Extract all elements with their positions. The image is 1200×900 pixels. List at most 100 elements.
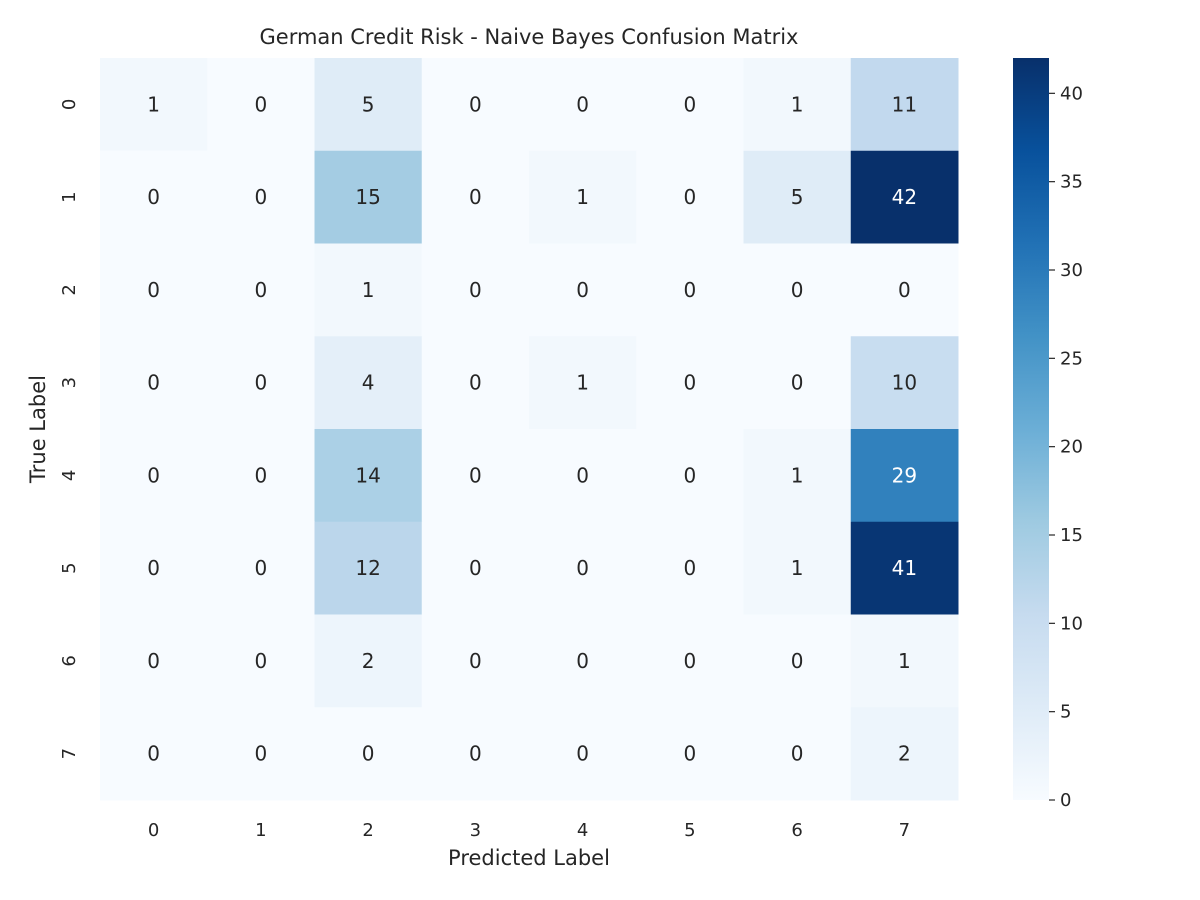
cell-value-label: 42 [892,185,917,209]
cell-value-label: 0 [255,742,268,766]
heatmap-cell [743,614,852,708]
x-tick-label: 2 [362,820,373,841]
heatmap-cell [636,707,744,801]
heatmap-cell [529,336,637,430]
heatmap-cell [636,336,744,430]
heatmap-cell [636,150,744,244]
heatmap-cell [421,243,530,337]
heatmap-cell [529,243,637,337]
cell-value-label: 10 [892,371,917,395]
colorbar-ticks: 0 5 10 15 20 25 30 35 40 [1049,83,1083,811]
heatmap-cell [100,614,208,708]
heatmap-cell [850,707,959,801]
y-tick-label: 1 [59,191,80,202]
heatmap-cell [529,521,637,615]
heatmap-cell [529,707,637,801]
x-axis-label: Predicted Label [448,846,610,870]
cell-value-label: 41 [892,556,917,580]
heatmap-cell [636,243,744,337]
chart-title: German Credit Risk - Naive Bayes Confusi… [260,25,799,49]
heatmap-cell [850,614,959,708]
cell-value-label: 0 [684,742,697,766]
heatmap-cell [743,58,852,152]
cell-value-label: 0 [255,92,268,116]
heatmap-cell [421,58,530,152]
heatmap-cell [314,614,423,708]
cell-value-label: 0 [898,278,911,302]
heatmap-cell [314,243,423,337]
colorbar-tick-label: 15 [1060,525,1083,546]
cell-value-label: 0 [684,556,697,580]
heatmap-cell [207,614,315,708]
heatmap-cell [743,243,852,337]
cell-value-label: 0 [469,556,482,580]
heatmap-cell [529,58,637,152]
cell-value-label: 0 [255,556,268,580]
heatmap-cell [850,58,959,152]
y-tick-label: 7 [59,748,80,759]
cell-value-label: 0 [791,649,804,673]
cell-value-label: 0 [147,185,160,209]
cell-value-label: 0 [469,742,482,766]
cell-value-label: 1 [791,92,804,116]
x-axis-ticks: 0 1 2 3 4 5 6 7 [148,820,910,841]
cell-value-label: 0 [469,371,482,395]
heatmap-cell [100,707,208,801]
cell-value-label: 0 [576,92,589,116]
colorbar-tick-label: 20 [1060,437,1083,458]
heatmap-cell [100,429,208,523]
cell-value-label: 0 [469,649,482,673]
colorbar [1013,58,1049,800]
heatmap-cell [207,429,315,523]
heatmap-cell [421,614,530,708]
x-tick-label: 6 [791,820,802,841]
cell-value-label: 0 [362,742,375,766]
cell-value-label: 0 [684,92,697,116]
cell-value-label: 0 [576,556,589,580]
cell-value-label: 0 [255,278,268,302]
cell-value-label: 0 [255,463,268,487]
cell-value-label: 0 [147,556,160,580]
cell-value-label: 0 [791,278,804,302]
cell-value-label: 0 [147,742,160,766]
cell-value-label: 1 [576,371,589,395]
heatmap-cells [100,58,959,801]
heatmap-cell [850,150,959,244]
cell-value-label: 15 [355,185,380,209]
heatmap-cell [314,336,423,430]
y-axis-ticks: 0 1 2 3 4 5 6 7 [59,99,80,760]
cell-value-label: 0 [255,649,268,673]
cell-value-label: 0 [576,742,589,766]
heatmap-cell [421,429,530,523]
heatmap-cell [636,521,744,615]
heatmap-cell [743,150,852,244]
x-tick-label: 5 [684,820,695,841]
cell-value-label: 0 [791,742,804,766]
cell-value-label: 0 [684,371,697,395]
cell-value-label: 0 [147,278,160,302]
cell-value-label: 0 [684,649,697,673]
heatmap-cell [529,614,637,708]
cell-value-label: 0 [469,92,482,116]
cell-value-label: 0 [255,371,268,395]
x-tick-label: 7 [899,820,910,841]
heatmap-cell [743,707,852,801]
colorbar-tick-label: 35 [1060,172,1083,193]
cell-value-label: 0 [576,278,589,302]
y-tick-label: 2 [59,284,80,295]
x-tick-label: 0 [148,820,159,841]
heatmap-cell [636,614,744,708]
heatmap-cell [636,429,744,523]
colorbar-tick-label: 30 [1060,260,1083,281]
heatmap-cell [207,336,315,430]
cell-value-label: 0 [576,649,589,673]
heatmap-cell [207,521,315,615]
cell-value-label: 0 [576,463,589,487]
cell-value-label: 0 [469,463,482,487]
cell-value-label: 0 [684,278,697,302]
cell-value-label: 5 [791,185,804,209]
heatmap-cell [314,58,423,152]
colorbar-tick-label: 5 [1060,702,1071,723]
colorbar-tick-label: 40 [1060,83,1083,104]
